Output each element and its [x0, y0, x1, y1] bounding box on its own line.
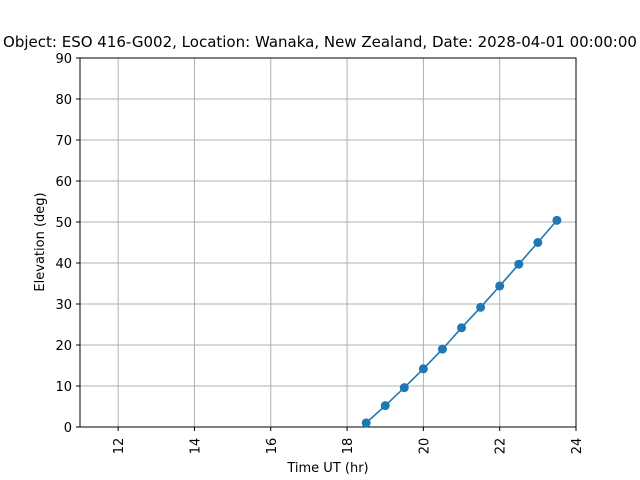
y-tick-label: 70 — [55, 134, 72, 149]
y-tick-label: 40 — [55, 257, 72, 272]
series-group — [361, 215, 562, 428]
x-tick-label: 22 — [494, 438, 509, 455]
y-tick-label: 20 — [55, 339, 72, 354]
series-line — [365, 219, 558, 424]
data-point — [495, 281, 505, 291]
y-tick-label: 0 — [64, 421, 72, 436]
x-tick-label: 20 — [417, 438, 432, 455]
x-tick-label: 16 — [265, 438, 280, 455]
y-axis-label: Elevation (deg) — [33, 192, 48, 291]
y-tick-label: 10 — [55, 380, 72, 395]
y-tick-label: 90 — [55, 52, 72, 67]
x-tick-label: 18 — [341, 438, 356, 455]
y-tick-label: 30 — [55, 298, 72, 313]
data-point — [514, 259, 524, 269]
data-point — [380, 401, 390, 411]
plot-frame — [79, 57, 577, 428]
axis-ticks: 12 14 16 18 20 22 24 0 10 20 30 40 50 60 70 80 90 — [55, 52, 585, 454]
data-point — [399, 383, 409, 393]
data-point — [533, 238, 543, 247]
data-point — [418, 364, 428, 374]
data-point — [361, 418, 371, 428]
x-axis-label: Time UT (hr) — [286, 461, 368, 476]
data-point — [552, 215, 562, 225]
grid-lines — [80, 57, 577, 428]
y-tick-label: 80 — [55, 93, 72, 108]
data-point — [457, 323, 467, 333]
data-point — [437, 344, 447, 354]
x-tick-label: 12 — [112, 438, 127, 455]
y-tick-label: 60 — [55, 175, 72, 190]
x-tick-label: 24 — [570, 438, 585, 455]
x-tick-label: 14 — [188, 438, 203, 455]
data-point — [476, 302, 486, 312]
y-tick-label: 50 — [55, 216, 72, 231]
chart-title: Object: ESO 416-G002, Location: Wanaka, … — [3, 33, 637, 51]
